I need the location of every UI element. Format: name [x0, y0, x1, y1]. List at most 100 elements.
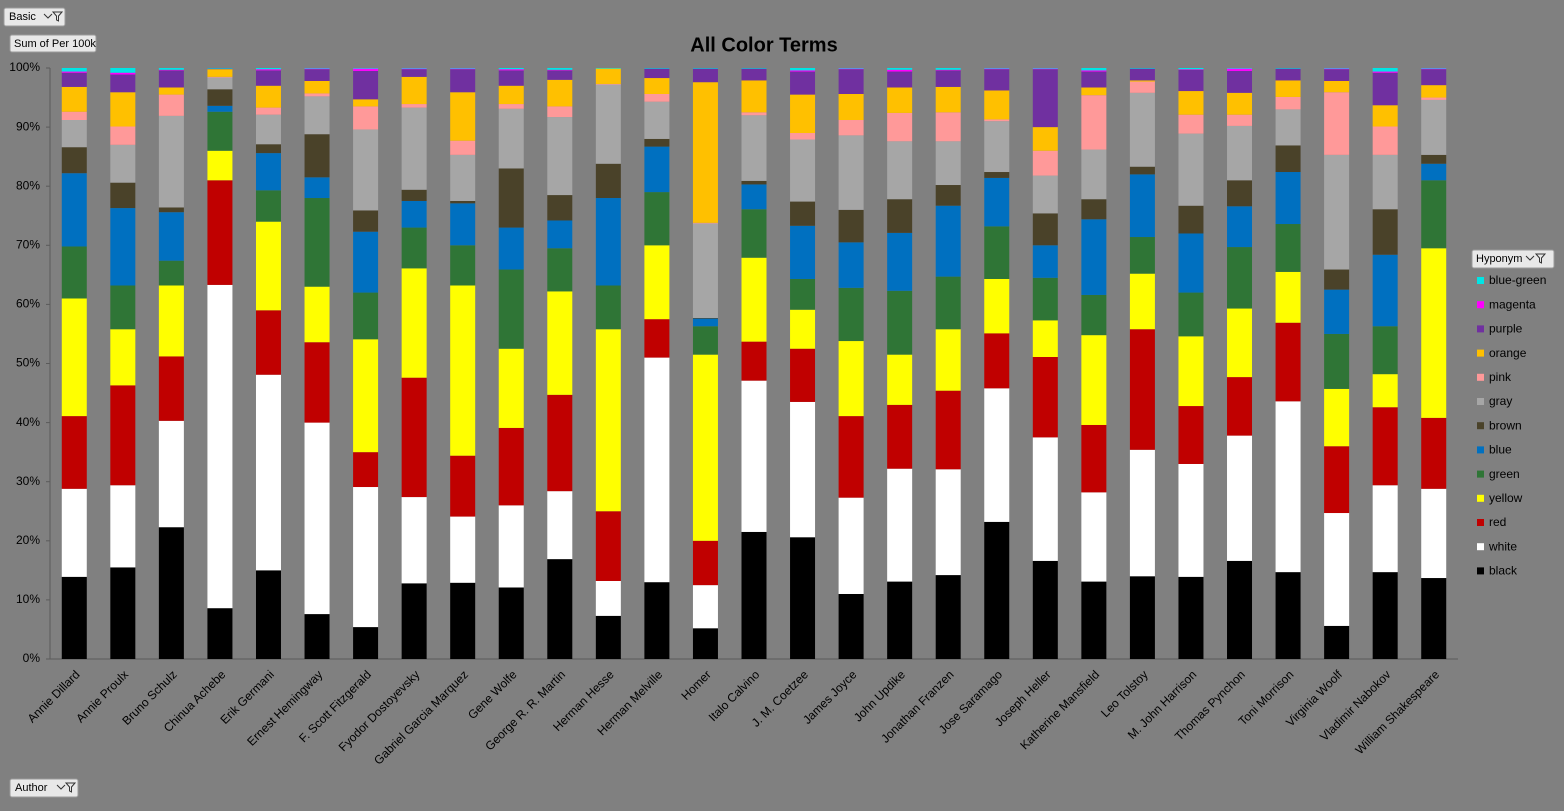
bar-segment	[1275, 401, 1301, 573]
legend-label: pink	[1489, 370, 1512, 384]
bar-segment	[450, 92, 476, 141]
bar-segment	[401, 68, 427, 70]
bar-segment	[304, 614, 330, 659]
bar-segment	[595, 198, 621, 286]
bar-segment	[935, 575, 961, 659]
bar-segment	[110, 126, 136, 145]
bar-segment	[1081, 68, 1107, 71]
bar-segment	[1081, 149, 1107, 200]
bar-segment	[741, 531, 767, 659]
bar-segment	[401, 227, 427, 269]
bar-segment	[935, 329, 961, 391]
bar-segment	[741, 341, 767, 381]
bar-segment	[644, 319, 670, 358]
bar-segment	[741, 184, 767, 210]
bar-segment	[1032, 213, 1058, 246]
bar-segment	[838, 68, 864, 69]
legend-label: yellow	[1489, 491, 1523, 505]
bar-segment	[450, 582, 476, 659]
bar-segment	[935, 86, 961, 113]
bar-segment	[401, 377, 427, 498]
bar-segment	[547, 394, 573, 492]
bar-segment	[838, 135, 864, 210]
bar-segment	[255, 153, 281, 191]
bar-segment	[1372, 572, 1398, 659]
bar-segment	[450, 516, 476, 583]
bar-segment	[1178, 68, 1204, 70]
bar-segment	[353, 70, 379, 100]
bar-segment	[1372, 374, 1398, 408]
bar-segment	[1032, 127, 1058, 151]
bar-segment	[644, 192, 670, 246]
legend-swatch	[1477, 567, 1484, 575]
bar-segment	[984, 333, 1010, 389]
legend-swatch	[1477, 494, 1484, 502]
bar-segment	[1227, 560, 1253, 659]
bar-segment	[304, 422, 330, 615]
bar-segment	[1129, 81, 1155, 93]
report-filter-button[interactable]: Basic	[3, 7, 66, 27]
bar-segment	[984, 68, 1010, 70]
bar-segment	[498, 168, 524, 228]
bar-segment	[1032, 560, 1058, 659]
bar-segment	[207, 68, 233, 70]
bar-segment	[790, 70, 816, 72]
bar-segment	[547, 79, 573, 107]
bar-segment	[1372, 254, 1398, 327]
bar-segment	[1372, 407, 1398, 486]
bar-segment	[1275, 68, 1301, 81]
bar-segment	[790, 401, 816, 538]
bar-segment	[158, 115, 184, 208]
bar-segment	[1372, 326, 1398, 375]
bar-segment	[353, 68, 379, 71]
bar-segment	[1324, 289, 1350, 334]
bar-segment	[984, 69, 1010, 91]
bar-segment	[304, 134, 330, 178]
bar-segment	[1275, 224, 1301, 272]
bar-segment	[304, 81, 330, 94]
bar-segment	[1275, 145, 1301, 173]
bar-segment	[838, 68, 864, 70]
bar-segment	[61, 68, 87, 72]
bar-segment	[692, 628, 718, 659]
bar-segment	[1178, 233, 1204, 293]
bar-segment	[353, 452, 379, 488]
legend-label: green	[1489, 467, 1520, 481]
bar-segment	[450, 69, 476, 93]
legend-swatch	[1477, 543, 1484, 551]
bar-segment	[838, 94, 864, 121]
bar-segment	[984, 172, 1010, 178]
bar-segment	[61, 71, 87, 73]
bar-segment	[450, 455, 476, 517]
bar-segment	[838, 69, 864, 95]
x-tick-label: Gabriel Garcia Marquez	[371, 667, 471, 767]
bar-segment	[1324, 446, 1350, 514]
bar-segment	[110, 92, 136, 127]
bar-segment	[158, 68, 184, 70]
bar-segment	[984, 226, 1010, 279]
bar-segment	[547, 70, 573, 80]
bar-segment	[304, 342, 330, 423]
axis-field-button[interactable]: Author	[9, 778, 79, 798]
bar-segment	[1324, 68, 1350, 69]
legend-label: black	[1489, 564, 1518, 578]
values-field-button[interactable]: Sum of Per 100k	[9, 34, 97, 53]
legend-field-button[interactable]: Hyponym	[1471, 249, 1555, 269]
bar-segment	[547, 117, 573, 196]
bar-segment	[255, 69, 281, 71]
bar-segment	[158, 207, 184, 213]
bar-segment	[547, 491, 573, 560]
bar-segment	[207, 77, 233, 90]
bar-segment	[207, 69, 233, 77]
bar-segment	[692, 223, 718, 318]
bar-segment	[984, 119, 1010, 122]
bar-segment	[838, 341, 864, 417]
bar-segment	[790, 71, 816, 95]
bar-segment	[1227, 114, 1253, 126]
bar-segment	[1032, 68, 1058, 70]
bar-segment	[692, 540, 718, 586]
bar-segment	[547, 106, 573, 118]
bar-segment	[1421, 99, 1447, 155]
bar-segment	[1227, 206, 1253, 248]
